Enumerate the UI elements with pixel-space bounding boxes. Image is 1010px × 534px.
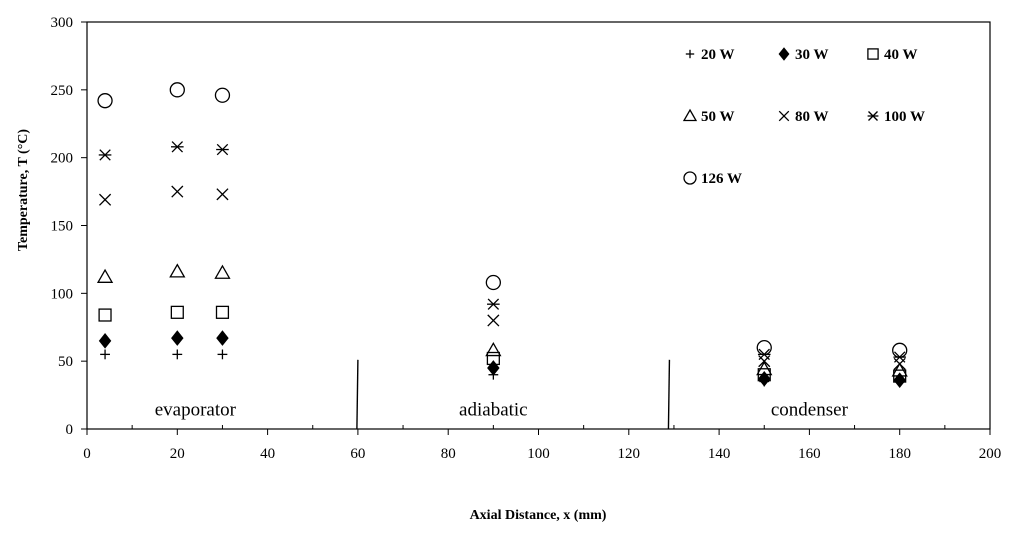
legend-label: 20 W — [701, 47, 734, 63]
data-point — [485, 342, 502, 357]
y-tick-label: 150 — [51, 219, 74, 235]
data-point — [485, 274, 502, 291]
legend-item: 50 W — [682, 108, 734, 125]
series-126-w — [97, 82, 908, 358]
x-tick-label: 160 — [798, 446, 821, 462]
data-point — [171, 141, 184, 153]
legend-label: 30 W — [795, 47, 828, 63]
y-tick-label: 0 — [66, 422, 74, 438]
data-point — [487, 360, 500, 376]
series-20-w — [100, 349, 905, 387]
data-point — [169, 263, 186, 278]
x-tick-label: 120 — [618, 446, 641, 462]
legend-marker — [867, 48, 879, 60]
y-tick-label: 50 — [58, 354, 73, 370]
data-point — [170, 305, 184, 319]
legend-label: 100 W — [884, 109, 925, 125]
y-tick-label: 250 — [51, 83, 74, 99]
data-point — [96, 268, 114, 283]
series-50-w — [96, 263, 908, 377]
region-label-condenser: condenser — [771, 399, 849, 420]
legend-marker — [867, 111, 879, 121]
x-tick-label: 200 — [979, 446, 1002, 462]
legend-item: 40 W — [867, 47, 917, 63]
data-point — [100, 349, 110, 360]
data-point — [171, 330, 184, 346]
data-point — [216, 330, 229, 346]
legend-label: 40 W — [884, 47, 917, 63]
series-40-w — [98, 305, 907, 383]
x-tick-label: 80 — [441, 446, 456, 462]
data-point — [172, 349, 183, 360]
plot-frame — [86, 21, 991, 430]
legend-item: 20 W — [685, 47, 734, 63]
series-30-w — [98, 330, 906, 388]
data-point — [97, 93, 113, 109]
x-tick-label: 60 — [350, 446, 365, 462]
data-point — [893, 372, 906, 388]
axes: 0 20 40 60 80 100 120 140 160 180 200 0 50 100 150 200 2… — [51, 15, 1002, 462]
data-point — [486, 351, 500, 366]
data-point — [214, 264, 231, 279]
data-point — [891, 362, 908, 377]
data-point — [98, 149, 112, 161]
legend-item: 100 W — [867, 109, 925, 125]
data-point — [216, 143, 229, 156]
legend-marker — [685, 49, 695, 59]
data-point — [98, 308, 112, 322]
legend-marker — [778, 110, 790, 122]
series-100-w — [98, 141, 906, 363]
data-point — [216, 188, 229, 201]
x-tick-label: 20 — [170, 446, 185, 462]
region-divider — [667, 359, 671, 430]
region-dividers — [356, 359, 671, 430]
x-axis-title: Axial Distance, x (mm) — [470, 508, 607, 523]
legend-label: 80 W — [795, 109, 828, 125]
legend-marker — [683, 171, 697, 185]
region-label-evaporator: evaporator — [155, 399, 237, 420]
x-tick-label: 140 — [708, 446, 731, 462]
data-points — [96, 82, 908, 388]
legend-item: 126 W — [683, 171, 742, 187]
data-point — [98, 333, 112, 349]
legend: 20 W 30 W 40 W 50 W 80 W 100 W 126 W — [682, 47, 925, 187]
data-point — [169, 82, 185, 98]
x-tick-label: 0 — [83, 446, 91, 462]
legend-item: 80 W — [778, 109, 828, 125]
legend-item: 30 W — [778, 47, 828, 63]
legend-marker — [778, 47, 790, 61]
data-point — [758, 371, 771, 387]
data-point — [217, 349, 228, 360]
x-tick-label: 40 — [260, 446, 275, 462]
region-divider — [356, 359, 359, 430]
data-point — [171, 185, 184, 198]
data-point — [487, 298, 500, 310]
y-tick-label: 200 — [51, 151, 74, 167]
data-point — [892, 342, 908, 358]
x-tick-label: 100 — [527, 446, 550, 462]
legend-label: 50 W — [701, 109, 734, 125]
x-tick-label: 180 — [888, 446, 911, 462]
data-point — [99, 193, 112, 206]
data-point — [215, 305, 230, 319]
region-labels: evaporator adiabatic condenser — [155, 399, 849, 420]
legend-marker — [682, 108, 698, 122]
data-point — [758, 355, 771, 368]
data-point — [893, 357, 906, 370]
y-tick-label: 100 — [51, 286, 74, 302]
data-point — [756, 360, 773, 376]
y-tick-label: 300 — [51, 15, 74, 31]
legend-label: 126 W — [701, 171, 742, 187]
region-label-adiabatic: adiabatic — [459, 399, 528, 420]
data-point — [756, 339, 772, 356]
data-point — [487, 314, 500, 327]
data-point — [214, 87, 231, 103]
y-axis-title: Temperature, T (°C) — [16, 129, 31, 251]
